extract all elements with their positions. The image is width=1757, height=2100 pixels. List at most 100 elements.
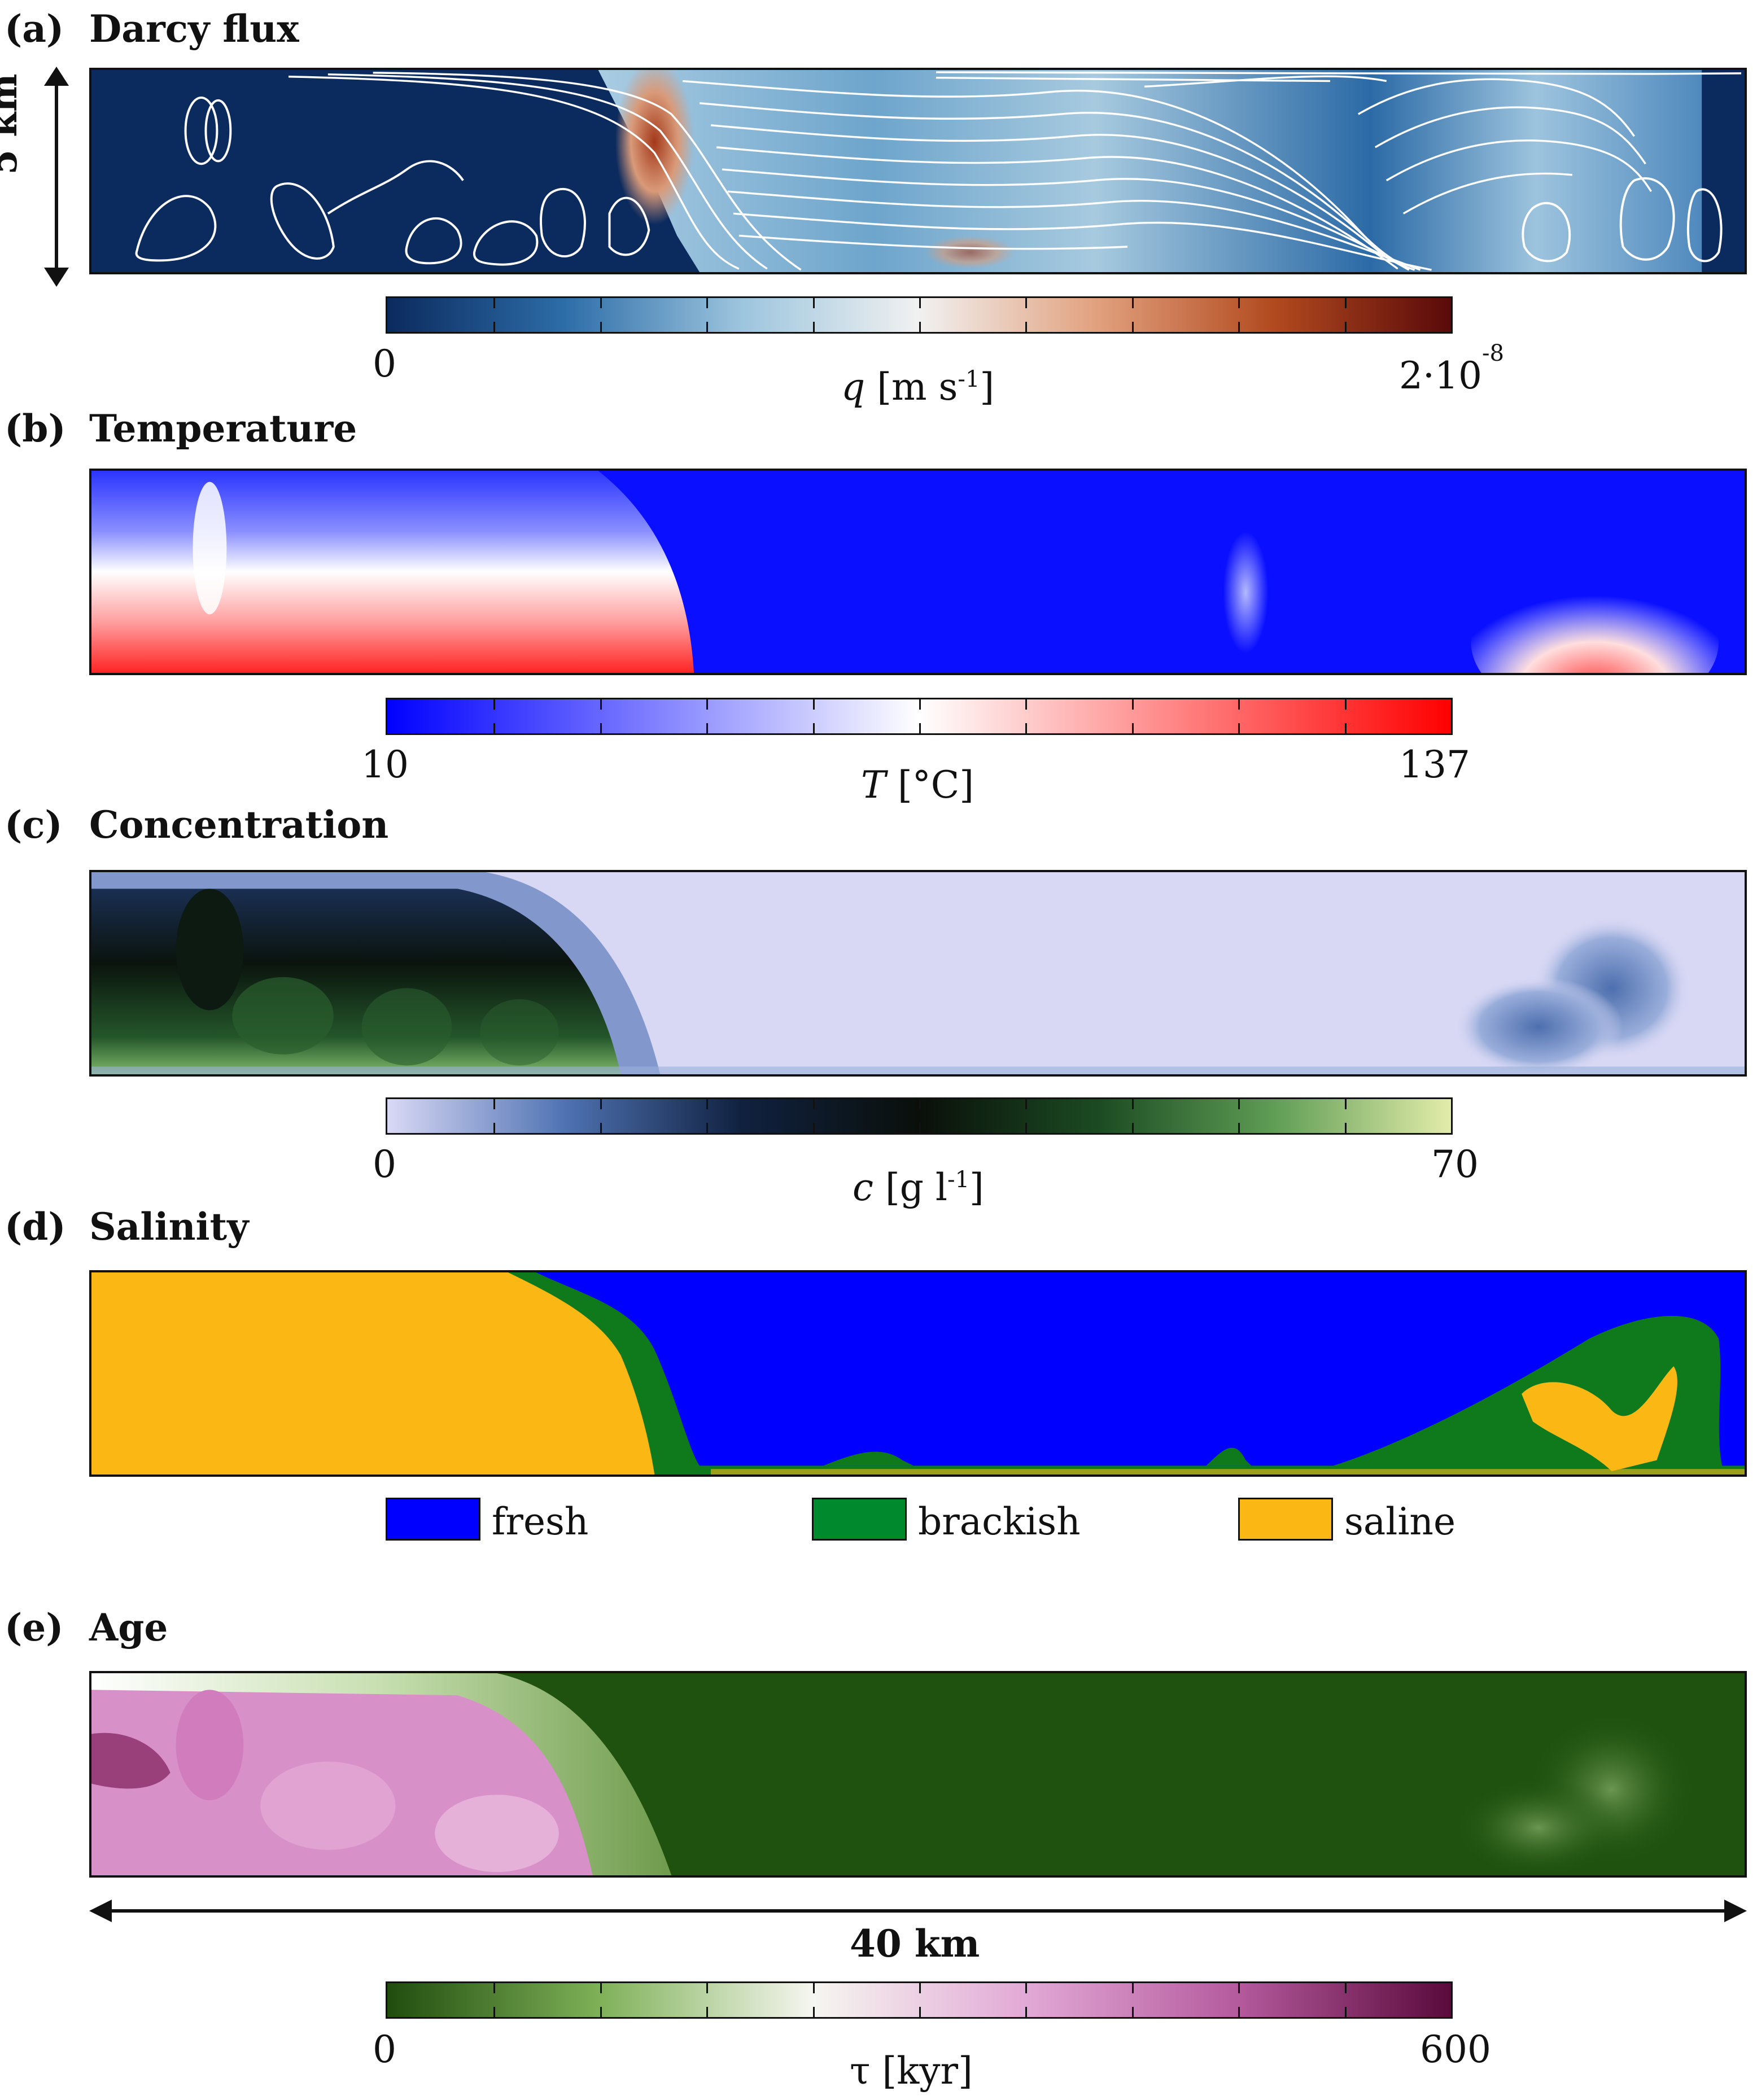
colorbar-tick: [706, 1123, 709, 1133]
colorbar-tick: [706, 1099, 709, 1109]
colorbar-tick: [1238, 322, 1240, 332]
panel-a-title: Darcy flux: [89, 7, 299, 51]
colorbar-tick: [919, 322, 921, 332]
colorbar-tick: [1131, 2007, 1134, 2017]
panel-e-label: (e) Age: [5, 1609, 168, 1646]
colorbar-tick: [1344, 298, 1347, 308]
colorbar-tick: [1238, 1983, 1240, 1993]
concentration-colorbar: [386, 1097, 1453, 1135]
colorbar-tick: [1344, 699, 1347, 710]
colorbar-tick: [1131, 1099, 1134, 1109]
horizontal-scale-arrow: [89, 1894, 1747, 1928]
colorbar-tick: [600, 2007, 602, 2017]
legend-label-brackish: brackish: [918, 1500, 1081, 1543]
flux-max-exp: -8: [1481, 340, 1504, 366]
age-min-label: 0: [373, 2028, 396, 2071]
panel-b-tag: (b): [5, 406, 66, 450]
temperature-var: T: [861, 763, 886, 807]
age-max-label: 600: [1420, 2028, 1491, 2071]
legend-swatch-saline: [1238, 1498, 1333, 1541]
colorbar-tick: [600, 1983, 602, 1993]
age-field: [89, 1671, 1747, 1878]
colorbar-tick: [493, 2007, 496, 2017]
colorbar-tick: [919, 298, 921, 308]
colorbar-tick: [1025, 2007, 1028, 2017]
colorbar-tick: [919, 1099, 921, 1109]
colorbar-tick: [1131, 322, 1134, 332]
colorbar-tick: [1238, 2007, 1240, 2017]
temperature-unit: [°C]: [898, 763, 974, 807]
colorbar-tick: [812, 1983, 815, 1993]
colorbar-tick: [1131, 1983, 1134, 1993]
colorbar-tick: [812, 322, 815, 332]
colorbar-tick: [1238, 1099, 1240, 1109]
colorbar-tick: [1238, 1123, 1240, 1133]
colorbar-tick: [493, 322, 496, 332]
concentration-unit-exp: -1: [947, 1167, 970, 1193]
colorbar-tick: [1344, 723, 1347, 733]
colorbar-tick: [706, 723, 709, 733]
concentration-field: [89, 870, 1747, 1077]
colorbar-tick: [1344, 322, 1347, 332]
colorbar-tick: [919, 723, 921, 733]
colorbar-tick: [706, 2007, 709, 2017]
flux-unit-exp: -1: [958, 366, 980, 392]
colorbar-tick: [812, 723, 815, 733]
colorbar-tick: [493, 1123, 496, 1133]
colorbar-tick: [493, 298, 496, 308]
colorbar-tick: [706, 322, 709, 332]
colorbar-tick: [1344, 1983, 1347, 1993]
colorbar-tick: [812, 1123, 815, 1133]
colorbar-tick: [1131, 1123, 1134, 1133]
panel-a-tag: (a): [5, 7, 64, 51]
age-var: τ: [850, 2049, 871, 2093]
colorbar-tick: [600, 723, 602, 733]
age-axis-label: τ [kyr]: [850, 2053, 973, 2090]
colorbar-tick: [493, 1099, 496, 1109]
flux-max-base: 2·10: [1399, 354, 1482, 397]
colorbar-tick: [812, 2007, 815, 2017]
colorbar-tick: [812, 298, 815, 308]
flux-unit-pre: [m s: [877, 365, 958, 409]
colorbar-tick: [1238, 699, 1240, 710]
colorbar-tick: [706, 298, 709, 308]
colorbar-tick: [1025, 1123, 1028, 1133]
concentration-axis-label: c [g l-1]: [853, 1169, 984, 1206]
legend-item-fresh: fresh: [386, 1498, 668, 1541]
legend-item-brackish: brackish: [812, 1498, 1094, 1541]
colorbar-tick: [1344, 1099, 1347, 1109]
colorbar-tick: [600, 298, 602, 308]
colorbar-tick: [1025, 298, 1028, 308]
temperature-max-label: 137: [1399, 743, 1470, 786]
temperature-min-label: 10: [361, 743, 409, 786]
panel-c-tag: (c): [5, 803, 63, 847]
colorbar-tick: [493, 1983, 496, 1993]
colorbar-tick: [600, 322, 602, 332]
colorbar-tick: [706, 699, 709, 710]
panel-d-label: (d) Salinity: [5, 1208, 248, 1245]
panel-c-label: (c) Concentration: [5, 806, 388, 843]
flux-axis-label: q [m s-1]: [841, 368, 994, 406]
colorbar-tick: [493, 723, 496, 733]
colorbar-tick: [1131, 699, 1134, 710]
panel-b-label: (b) Temperature: [5, 410, 357, 447]
concentration-min-label: 0: [373, 1143, 396, 1186]
colorbar-tick: [600, 1123, 602, 1133]
colorbar-tick: [1344, 1123, 1347, 1133]
concentration-unit-pre: [g l: [885, 1166, 948, 1209]
flux-var: q: [841, 365, 866, 409]
panel-b-title: Temperature: [89, 406, 357, 450]
legend-label-fresh: fresh: [492, 1500, 589, 1543]
colorbar-tick: [919, 1123, 921, 1133]
colorbar-tick: [1238, 723, 1240, 733]
colorbar-tick: [1344, 2007, 1347, 2017]
panel-a-label: (a) Darcy flux: [5, 10, 299, 47]
concentration-var: c: [853, 1166, 873, 1209]
colorbar-tick: [1025, 1983, 1028, 1993]
colorbar-tick: [1025, 699, 1028, 710]
panel-c-title: Concentration: [89, 803, 389, 847]
vertical-scale-arrow: [34, 67, 79, 287]
flux-unit-post: ]: [980, 365, 995, 409]
flux-min-label: 0: [373, 342, 396, 386]
temperature-colorbar: [386, 698, 1453, 735]
